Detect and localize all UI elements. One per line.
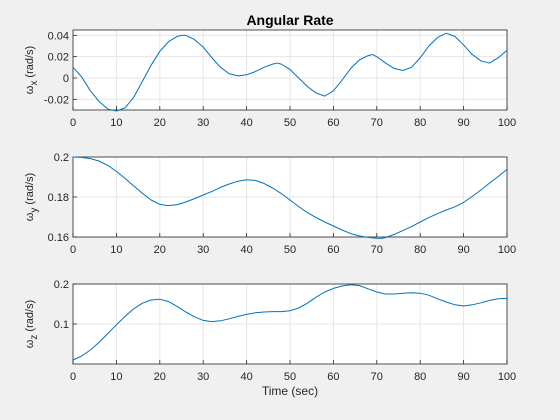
omega-x-series-line: [72, 32, 508, 112]
omega-y-y-tick-label: 0.2: [54, 152, 69, 164]
omega-z-x-tick-label: 20: [154, 371, 166, 383]
omega-y-x-tick-label: 40: [240, 244, 252, 256]
omega-z-y-tick-label: 0.1: [54, 319, 69, 331]
omega-y-y-tick-label: 0.16: [48, 232, 69, 244]
subplot-omega-y: 0 10 20 30 40 50 60 70 80 90 100 0.16 0.18 0.2 ωy (rad…: [24, 152, 516, 256]
omega-z-x-tick-label: 10: [110, 371, 122, 383]
omega-y-y-label-subscript: y: [29, 208, 40, 213]
subplot-omega-z: 0 10 20 30 40 50 60 70 80 90 100 0.1 0.2 ωz (rad/s): [24, 279, 516, 383]
omega-x-x-tick-label: 40: [240, 117, 252, 129]
omega-y-x-tick-label: 20: [154, 244, 166, 256]
omega-x-x-tick-label: 70: [371, 117, 383, 129]
omega-z-y-label-unit: (rad/s): [24, 300, 36, 335]
omega-y-x-tick-label: 30: [197, 244, 209, 256]
figure-title: Angular Rate: [246, 12, 333, 28]
omega-z-series-line: [72, 284, 508, 361]
omega-y-x-tick-label: 60: [327, 244, 339, 256]
omega-x-x-tick-label: 0: [70, 117, 76, 129]
omega-y-y-axis-label: ωy (rad/s): [24, 173, 40, 221]
omega-x-x-tick-label: 30: [197, 117, 209, 129]
omega-x-y-tick-label: 0.04: [48, 30, 69, 42]
omega-z-x-tick-label: 70: [371, 371, 383, 383]
omega-y-y-tick-label: 0.18: [48, 192, 69, 204]
omega-z-y-tick-label: 0.2: [54, 279, 69, 291]
omega-y-x-tick-label: 0: [70, 244, 76, 256]
omega-y-x-tick-label: 90: [457, 244, 469, 256]
omega-y-x-tick-label: 100: [498, 244, 516, 256]
omega-z-y-axis-label: ωz (rad/s): [24, 300, 40, 348]
omega-z-x-tick-label: 30: [197, 371, 209, 383]
omega-y-x-tick-label: 80: [414, 244, 426, 256]
omega-x-x-tick-label: 20: [154, 117, 166, 129]
omega-z-x-tick-label: 100: [498, 371, 516, 383]
omega-z-y-label-symbol: ω: [24, 339, 36, 348]
omega-x-y-label-symbol: ω: [24, 85, 36, 94]
omega-y-x-tick-label: 10: [110, 244, 122, 256]
omega-z-x-tick-label: 50: [284, 371, 296, 383]
omega-z-x-tick-label: 90: [457, 371, 469, 383]
omega-x-x-tick-label: 100: [498, 117, 516, 129]
omega-y-y-label-unit: (rad/s): [24, 173, 36, 208]
omega-x-y-tick-label: 0.02: [48, 52, 69, 64]
omega-x-y-label-subscript: x: [29, 81, 40, 86]
omega-x-x-tick-label: 50: [284, 117, 296, 129]
omega-z-x-tick-label: 40: [240, 371, 252, 383]
omega-y-series-line: [72, 156, 508, 239]
omega-z-x-tick-label: 80: [414, 371, 426, 383]
x-axis-label: Time (sec): [262, 384, 318, 398]
omega-x-y-label-unit: (rad/s): [24, 46, 36, 81]
omega-x-x-tick-label: 90: [457, 117, 469, 129]
omega-z-x-tick-label: 0: [70, 371, 76, 383]
omega-z-y-label-subscript: z: [29, 335, 40, 340]
omega-x-x-tick-label: 10: [110, 117, 122, 129]
omega-x-y-axis-label: ωx (rad/s): [24, 46, 40, 94]
omega-x-y-tick-label: -0.02: [44, 94, 69, 106]
omega-y-x-tick-label: 50: [284, 244, 296, 256]
omega-x-x-tick-label: 80: [414, 117, 426, 129]
omega-y-x-tick-label: 70: [371, 244, 383, 256]
omega-x-x-tick-label: 60: [327, 117, 339, 129]
omega-x-y-tick-label: 0: [63, 73, 69, 85]
omega-z-x-tick-label: 60: [327, 371, 339, 383]
omega-y-y-label-symbol: ω: [24, 212, 36, 221]
